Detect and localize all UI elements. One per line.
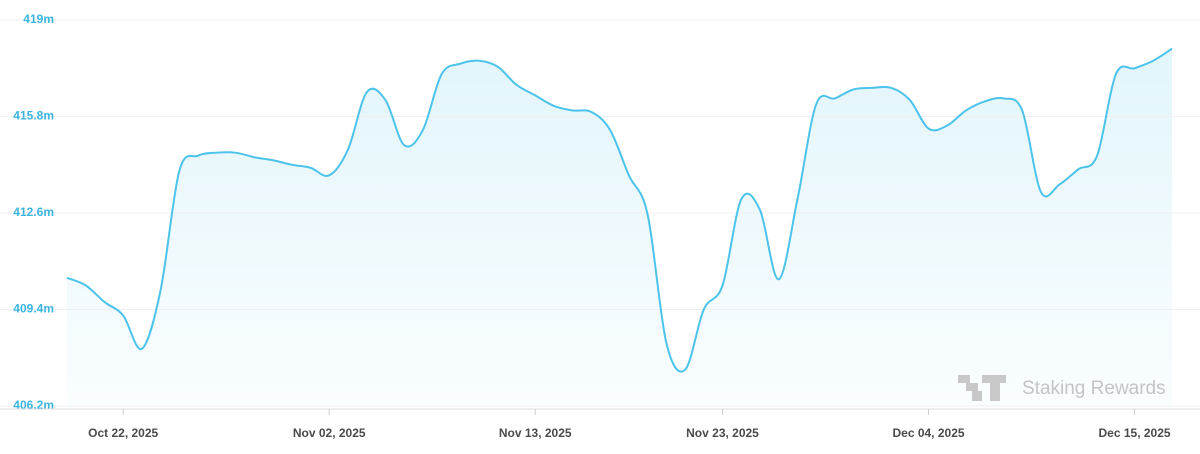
x-tick-label: Nov 13, 2025 <box>499 426 572 440</box>
x-tick-label: Nov 02, 2025 <box>293 426 366 440</box>
area <box>67 48 1172 406</box>
y-tick-label: 409.4m <box>13 302 54 316</box>
watermark: Staking Rewards <box>1022 378 1166 399</box>
y-tick-label: 412.6m <box>13 205 54 219</box>
y-tick-label: 419m <box>23 12 54 26</box>
watermark-logo <box>958 375 1006 401</box>
x-tick-label: Dec 15, 2025 <box>1099 426 1171 440</box>
line <box>66 47 1173 373</box>
y-tick-label: 406.2m <box>13 398 54 412</box>
x-tick-label: Nov 23, 2025 <box>686 426 759 440</box>
x-tick-label: Oct 22, 2025 <box>88 426 158 440</box>
y-tick-label: 415.8m <box>13 109 54 123</box>
x-tick-label: Dec 04, 2025 <box>892 426 964 440</box>
